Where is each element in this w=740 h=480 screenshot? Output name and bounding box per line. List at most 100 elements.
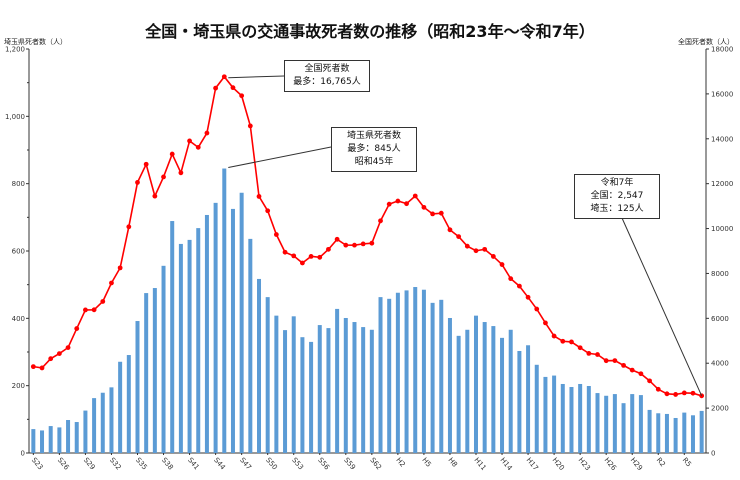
bar-saitama <box>421 289 426 453</box>
annotation-national-max: 全国死者数 最多：16,765人 <box>284 60 370 92</box>
bar-saitama <box>248 238 253 453</box>
point-national <box>404 201 409 207</box>
x-tick-label: R5 <box>681 456 693 468</box>
point-national <box>621 362 626 368</box>
right-tick-label: 2000 <box>711 405 729 413</box>
point-national <box>178 170 184 176</box>
point-national <box>638 371 644 377</box>
point-national <box>273 232 279 237</box>
right-tick-label: 4000 <box>711 360 729 368</box>
bar-saitama <box>456 335 461 453</box>
annotation-saitama-max: 埼玉県死者数 最多：845人 昭和45年 <box>331 127 417 172</box>
point-national <box>412 193 418 199</box>
point-national <box>516 283 522 289</box>
bar-saitama <box>109 387 114 453</box>
point-national <box>438 210 444 216</box>
bar-saitama <box>92 398 97 453</box>
point-national <box>230 85 236 91</box>
bar-saitama <box>517 350 522 453</box>
x-tick-label: H20 <box>551 456 566 472</box>
point-national <box>100 299 106 304</box>
point-national <box>543 320 548 326</box>
leader-line <box>228 75 285 79</box>
right-tick-label: 16000 <box>711 90 733 98</box>
x-tick-label: S35 <box>134 456 149 471</box>
bar-saitama <box>144 293 149 453</box>
bar-saitama <box>309 341 314 453</box>
bar-saitama <box>126 355 131 453</box>
point-national <box>577 345 583 351</box>
bar-saitama <box>204 214 209 453</box>
point-national <box>317 254 323 260</box>
right-tick-label: 18000 <box>711 46 733 54</box>
point-national <box>152 193 158 199</box>
point-national <box>282 249 288 255</box>
x-tick-label: H26 <box>603 456 619 472</box>
point-national <box>204 130 210 136</box>
point-national <box>83 307 88 313</box>
left-tick-label: 1,000 <box>5 113 25 121</box>
right-tick-label: 0 <box>711 450 715 458</box>
point-national <box>534 306 540 312</box>
point-national <box>308 253 314 259</box>
point-national <box>369 240 375 246</box>
bar-saitama <box>690 415 695 453</box>
point-national <box>117 265 123 271</box>
bar-saitama <box>118 361 123 453</box>
x-tick-label: H2 <box>394 456 406 469</box>
point-national <box>65 345 71 351</box>
x-tick-label: H11 <box>472 456 487 472</box>
point-national <box>300 260 305 266</box>
point-national <box>655 386 661 392</box>
point-national <box>473 248 479 254</box>
x-tick-label: S29 <box>82 456 97 471</box>
x-tick-label: S26 <box>56 456 71 472</box>
point-national <box>239 93 245 99</box>
x-tick-label: S32 <box>108 456 123 471</box>
point-national <box>647 378 652 384</box>
bar-saitama <box>187 239 192 453</box>
point-national <box>490 254 496 259</box>
point-national <box>30 364 36 370</box>
right-tick-label: 10000 <box>711 225 733 233</box>
point-national <box>352 242 357 248</box>
point-national <box>187 138 192 144</box>
bar-saitama <box>257 278 262 453</box>
bar-saitama <box>534 364 539 453</box>
x-tick-label: H14 <box>498 456 514 472</box>
bar-saitama <box>152 288 157 453</box>
chart-title: 全国・埼玉県の交通事故死者数の推移（昭和23年～令和7年） <box>145 22 595 41</box>
bar-saitama <box>369 329 374 453</box>
point-national <box>525 294 531 300</box>
bar-saitama <box>413 287 418 453</box>
x-tick-label: S50 <box>264 456 279 471</box>
point-national <box>326 246 331 252</box>
point-national <box>456 234 462 239</box>
point-national <box>560 338 566 344</box>
bar-saitama <box>491 326 496 453</box>
bar-saitama <box>196 228 201 453</box>
point-national <box>499 262 505 267</box>
bar-saitama <box>560 383 565 453</box>
bar-saitama <box>612 394 617 453</box>
bar-saitama <box>74 422 79 453</box>
bar-saitama <box>430 302 435 453</box>
bar-saitama <box>83 410 88 453</box>
bar-saitama <box>482 322 487 453</box>
point-national <box>334 236 340 242</box>
bar-saitama <box>500 337 505 453</box>
x-tick-label: H29 <box>629 456 644 472</box>
bar-saitama <box>586 386 591 453</box>
point-national <box>673 392 679 397</box>
point-national <box>551 333 557 339</box>
x-tick-label: S23 <box>30 456 45 471</box>
bar-saitama <box>699 410 704 453</box>
bar-saitama <box>395 292 400 453</box>
point-national <box>48 356 54 362</box>
point-national <box>256 194 262 199</box>
point-national <box>213 85 219 91</box>
bar-saitama <box>552 375 557 453</box>
point-national <box>221 74 227 80</box>
bar-saitama <box>100 392 105 453</box>
x-tick-label: S53 <box>290 456 305 471</box>
